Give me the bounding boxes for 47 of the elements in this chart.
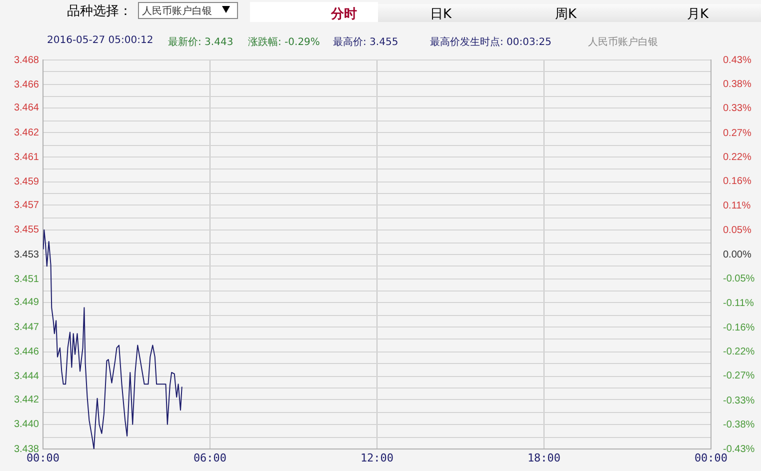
y2-tick-label: 0.43% [723, 54, 752, 66]
y2-tick-label: -0.38% [723, 420, 755, 431]
y-tick-label: 3.451 [14, 274, 40, 285]
y-tick-label: 3.457 [14, 200, 40, 211]
text: 最高价: 3.455 [333, 36, 398, 49]
y-tick-label: 3.461 [14, 152, 40, 163]
text: 日K [430, 6, 452, 23]
y2-tick-label: 0.27% [723, 128, 752, 139]
y-tick-label: 3.462 [14, 127, 40, 138]
text: 品种选择： [67, 3, 132, 20]
y2-tick-label: -0.16% [723, 322, 755, 334]
y2-tick-label: 0.33% [723, 103, 752, 114]
y-tick-label: 3.455 [14, 224, 40, 236]
y-tick-label: 3.453 [14, 249, 40, 260]
y-tick-label: 3.444 [14, 371, 40, 382]
y2-tick-label: 0.16% [723, 176, 752, 188]
y-tick-label: 3.468 [14, 54, 40, 66]
text: 人民币账户白银 [588, 36, 658, 49]
y2-tick-label: 0.00% [723, 249, 752, 260]
y2-tick-label: 0.11% [723, 200, 751, 212]
text: 分时 [331, 6, 357, 23]
y2-tick-label: -0.05% [723, 273, 755, 284]
y2-tick-label: 0.38% [723, 78, 752, 90]
y2-tick-label: 0.22% [723, 152, 752, 163]
x-tick-label: 06:00 [193, 451, 227, 464]
y2-tick-label: -0.11% [723, 298, 754, 310]
y-tick-label: 3.464 [14, 102, 40, 114]
y-tick-label: 3.466 [14, 79, 40, 90]
y-tick-label: 3.446 [14, 346, 40, 358]
y2-tick-label: -0.27% [723, 370, 755, 382]
x-tick-label: 18:00 [527, 451, 561, 464]
text: 人民币账户白银 [142, 4, 212, 18]
y-tick-label: 3.440 [14, 419, 40, 430]
text: 最新价: 3.443 [168, 36, 234, 49]
y-tick-label: 3.447 [14, 322, 40, 333]
y2-tick-label: -0.22% [723, 346, 755, 358]
y2-tick-label: 0.05% [723, 225, 752, 236]
y-tick-label: 3.459 [14, 176, 40, 188]
y2-tick-label: -0.33% [723, 395, 755, 406]
y-tick-label: 3.442 [14, 394, 40, 406]
y-tick-label: 3.449 [14, 297, 40, 308]
text: 周K [555, 6, 577, 23]
text: 2016-05-27 05:00:12 [47, 35, 154, 46]
text: 月K [687, 6, 709, 23]
x-tick-label: 12:00 [360, 451, 394, 464]
text: 最高价发生时点: 00:03:25 [430, 36, 552, 49]
text: 涨跌幅: -0.29% [248, 36, 320, 49]
